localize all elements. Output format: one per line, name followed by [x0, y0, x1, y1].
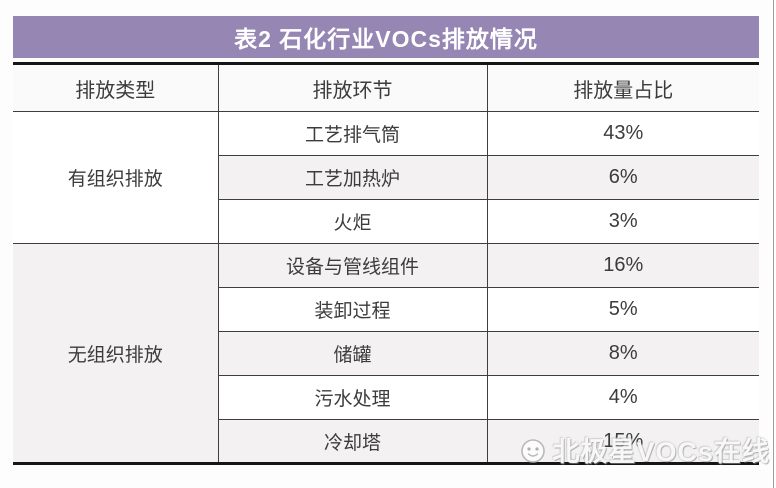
table-title-bar: 表2 石化行业VOCs排放情况	[13, 16, 759, 58]
share-cell: 43%	[486, 111, 759, 156]
header-emission-stage: 排放环节	[217, 63, 488, 112]
share-cell: 3%	[486, 199, 759, 244]
stage-cell: 工艺加热炉	[217, 155, 488, 200]
table-row: 储罐 8%	[13, 331, 759, 376]
header-emission-share: 排放量占比	[486, 63, 759, 112]
share-cell: 8%	[486, 331, 759, 376]
stage-cell: 污水处理	[217, 375, 488, 420]
stage-cell: 储罐	[217, 331, 488, 376]
share-cell: 5%	[486, 287, 759, 332]
table-row: 有组织排放 工艺排气筒 43%	[13, 111, 759, 244]
stage-cell: 装卸过程	[217, 287, 488, 332]
type-cell-organized: 有组织排放	[13, 111, 219, 244]
share-cell: 4%	[486, 375, 759, 420]
stage-cell: 设备与管线组件	[217, 243, 488, 288]
share-cell: 15%	[486, 419, 759, 464]
header-emission-type: 排放类型	[13, 63, 219, 112]
table-row: 火炬 3%	[13, 199, 759, 244]
share-cell: 16%	[486, 243, 759, 288]
table-title: 表2 石化行业VOCs排放情况	[234, 26, 538, 52]
share-cell: 6%	[486, 155, 759, 200]
stage-cell: 火炬	[217, 199, 488, 244]
stage-cell: 工艺排气筒	[217, 111, 488, 156]
type-cell-fugitive: 无组织排放	[13, 243, 219, 464]
table-row: 装卸过程 5%	[13, 287, 759, 332]
voc-emissions-table: 排放类型 排放环节 排放量占比 有组织排放 工艺排气筒 43% 工艺加热炉 6%…	[13, 62, 759, 465]
table-row: 无组织排放 设备与管线组件 16%	[13, 243, 759, 464]
header-row: 排放类型 排放环节 排放量占比	[13, 63, 759, 112]
stage-cell: 冷却塔	[217, 419, 488, 464]
page-edge-line	[773, 0, 774, 488]
